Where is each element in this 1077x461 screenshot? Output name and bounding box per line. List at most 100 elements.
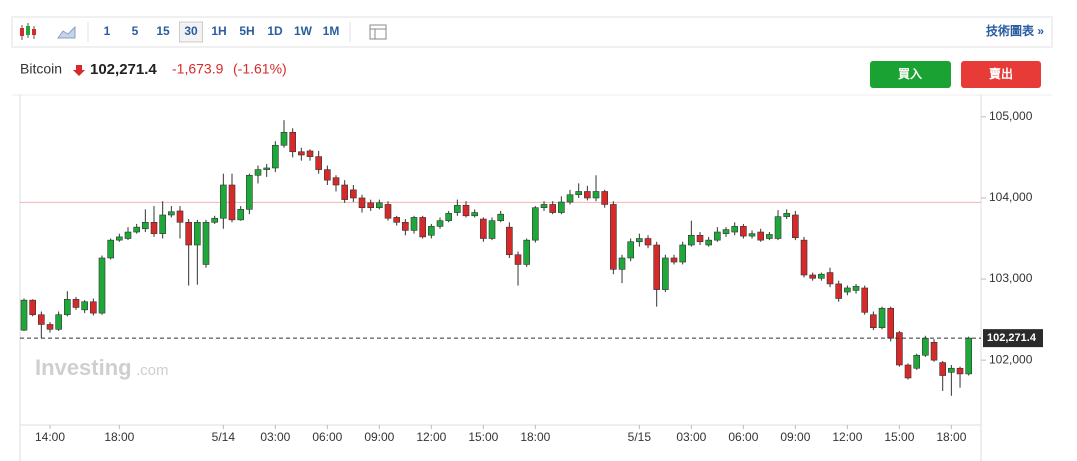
x-tick-label: 03:00 — [676, 430, 706, 444]
area-icon[interactable] — [57, 25, 76, 39]
candle-body — [922, 337, 929, 356]
candle-body — [228, 184, 236, 221]
x-tick-label: 15:00 — [884, 430, 914, 444]
candle-body — [757, 231, 764, 241]
candle-body — [514, 254, 522, 265]
candle-body — [627, 241, 634, 259]
x-tick-label: 12:00 — [832, 430, 862, 444]
sell-label[interactable]: 賣出 — [988, 66, 1013, 81]
sell-button[interactable] — [961, 61, 1041, 88]
candle-body — [540, 204, 548, 209]
x-tick-label: 5/14 — [212, 430, 236, 444]
candle-body — [800, 239, 808, 276]
x-tick-label: 06:00 — [312, 430, 342, 444]
candle-body — [861, 287, 868, 313]
interval-option[interactable]: 1D — [267, 24, 283, 38]
candle-body — [81, 301, 88, 311]
candle-body — [168, 211, 175, 216]
candle-body — [298, 151, 305, 156]
candle-body — [523, 239, 530, 265]
candle-icon[interactable] — [20, 23, 36, 40]
candle-body — [618, 257, 626, 270]
buy-button[interactable] — [870, 61, 951, 88]
x-tick-label: 12:00 — [416, 430, 446, 444]
candle-body — [263, 167, 270, 170]
interval-option[interactable]: 15 — [156, 24, 170, 38]
candle-body — [367, 202, 374, 209]
interval-option[interactable]: 30 — [184, 24, 198, 38]
interval-option[interactable]: 1M — [323, 24, 340, 38]
candle-body — [748, 233, 756, 237]
layout-icon[interactable] — [369, 24, 387, 40]
candle-body — [870, 314, 877, 329]
candle-body — [20, 299, 28, 331]
candle-body — [38, 314, 45, 325]
candle-body — [272, 144, 279, 169]
candle-body — [575, 191, 582, 196]
candle-body — [202, 221, 210, 265]
candle-body — [246, 174, 253, 210]
candle-body — [454, 204, 461, 213]
candle-body — [445, 213, 452, 221]
candle-body — [289, 131, 296, 153]
y-tick-label: 104,000 — [989, 190, 1033, 204]
candle-body — [653, 244, 660, 290]
candle-body — [142, 221, 149, 230]
candle-body — [280, 131, 288, 146]
candle-body — [670, 257, 678, 263]
candle-body — [774, 216, 782, 239]
interval-option[interactable]: 1 — [104, 24, 111, 38]
candle-body — [107, 239, 114, 259]
candle-body — [220, 184, 227, 219]
candle-body — [558, 201, 565, 213]
candle-body — [722, 229, 730, 234]
candle-body — [939, 362, 947, 376]
candle-body — [844, 287, 851, 293]
candle-body — [644, 238, 652, 246]
interval-option[interactable]: 1H — [211, 24, 226, 38]
candle-body — [471, 212, 478, 217]
candle-body — [696, 234, 704, 243]
candle-body — [185, 221, 192, 246]
candle-body — [956, 367, 964, 375]
candle-body — [350, 189, 357, 199]
last-price-tag — [983, 329, 1043, 348]
technical-chart-link[interactable]: 技術圖表 » — [986, 23, 1044, 38]
price-change: -1,673.9 — [172, 61, 224, 77]
candle-body — [584, 191, 591, 199]
candle-body — [376, 202, 383, 209]
x-tick-label: 14:00 — [35, 430, 65, 444]
x-tick-label: 18:00 — [520, 430, 550, 444]
candle-body — [72, 299, 80, 308]
candle-body — [497, 213, 504, 221]
candle-body — [436, 220, 444, 227]
buy-label[interactable]: 買入 — [898, 67, 922, 81]
x-tick-label: 5/15 — [628, 430, 652, 444]
candle-body — [384, 204, 392, 219]
candle-body — [419, 217, 426, 238]
candle-body — [150, 221, 158, 234]
down-arrow — [73, 65, 85, 76]
candle-body — [878, 307, 886, 329]
candle-body — [237, 209, 244, 221]
candle-body — [835, 283, 842, 299]
candle-body — [254, 169, 262, 176]
interval-option[interactable]: 5H — [239, 24, 254, 38]
interval-option[interactable]: 5 — [132, 24, 139, 38]
candle-body — [124, 231, 132, 239]
candle-body — [358, 197, 366, 209]
candle-body — [592, 191, 600, 199]
candle-body — [306, 150, 314, 157]
x-tick-label: 18:00 — [936, 430, 966, 444]
candle-body — [818, 273, 825, 279]
candle-body — [176, 210, 184, 223]
x-tick-label: 03:00 — [260, 430, 290, 444]
candle-body — [98, 257, 106, 314]
candle-body — [965, 337, 973, 375]
candle-body — [766, 234, 773, 239]
candle-body — [324, 169, 331, 181]
candle-body — [731, 226, 738, 233]
interval-option[interactable]: 1W — [294, 24, 313, 38]
candle-body — [46, 324, 54, 330]
